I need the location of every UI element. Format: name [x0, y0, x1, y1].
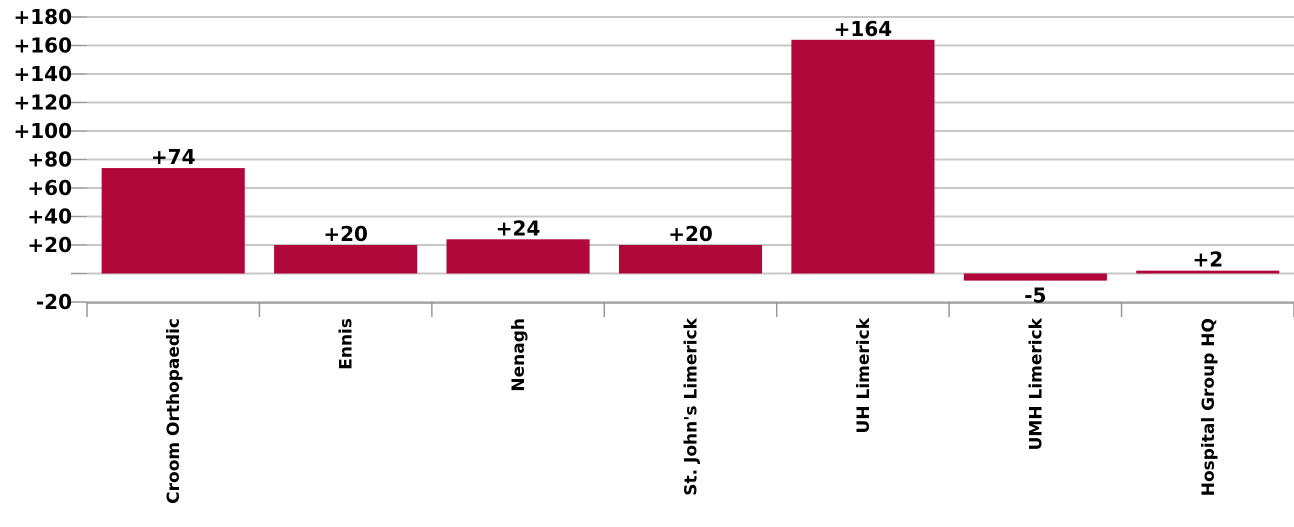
bar [446, 239, 590, 274]
bar [963, 273, 1107, 281]
x-category-label: St. John's Limerick [682, 317, 702, 495]
bars [101, 39, 1280, 281]
bar-value-label: +2 [1192, 248, 1223, 272]
y-tick-label: +20 [27, 233, 72, 257]
x-category-label: UMH Limerick [1026, 317, 1046, 450]
bar [791, 39, 935, 274]
y-tick-label: -20 [36, 290, 72, 314]
bar [1136, 270, 1280, 274]
axes: -20 +20 +40 +60 +80 +100 +120 +140 +160 +180 [13, 5, 1294, 317]
y-tick-label: +60 [27, 176, 72, 200]
x-category-label: UH Limerick [854, 317, 874, 433]
bar-value-label: -5 [1024, 284, 1046, 308]
y-tick-label: +40 [27, 205, 72, 229]
y-tick-label: +180 [13, 5, 72, 29]
bar [101, 168, 245, 274]
bar-value-label: +74 [151, 145, 196, 169]
bar [274, 245, 418, 274]
y-tick-label: +140 [13, 62, 72, 86]
bar-value-label: +24 [496, 216, 541, 240]
bar-value-label: +20 [668, 222, 713, 246]
x-category-label: Hospital Group HQ [1199, 318, 1219, 496]
y-tick-label: +160 [13, 34, 72, 58]
x-category-label: Nenagh [509, 318, 529, 392]
data-labels: Croom Orthopaedic Ennis Nenagh St. John's L… [151, 17, 1223, 504]
bar-value-label: +20 [323, 222, 368, 246]
y-tick-label: +120 [13, 91, 72, 115]
x-category-label: Croom Orthopaedic [164, 318, 184, 504]
x-category-label: Ennis [337, 318, 357, 370]
y-tick-label: +100 [13, 119, 72, 143]
y-tick-label: +80 [27, 148, 72, 172]
bar-value-label: +164 [834, 17, 893, 41]
bar [618, 245, 763, 274]
